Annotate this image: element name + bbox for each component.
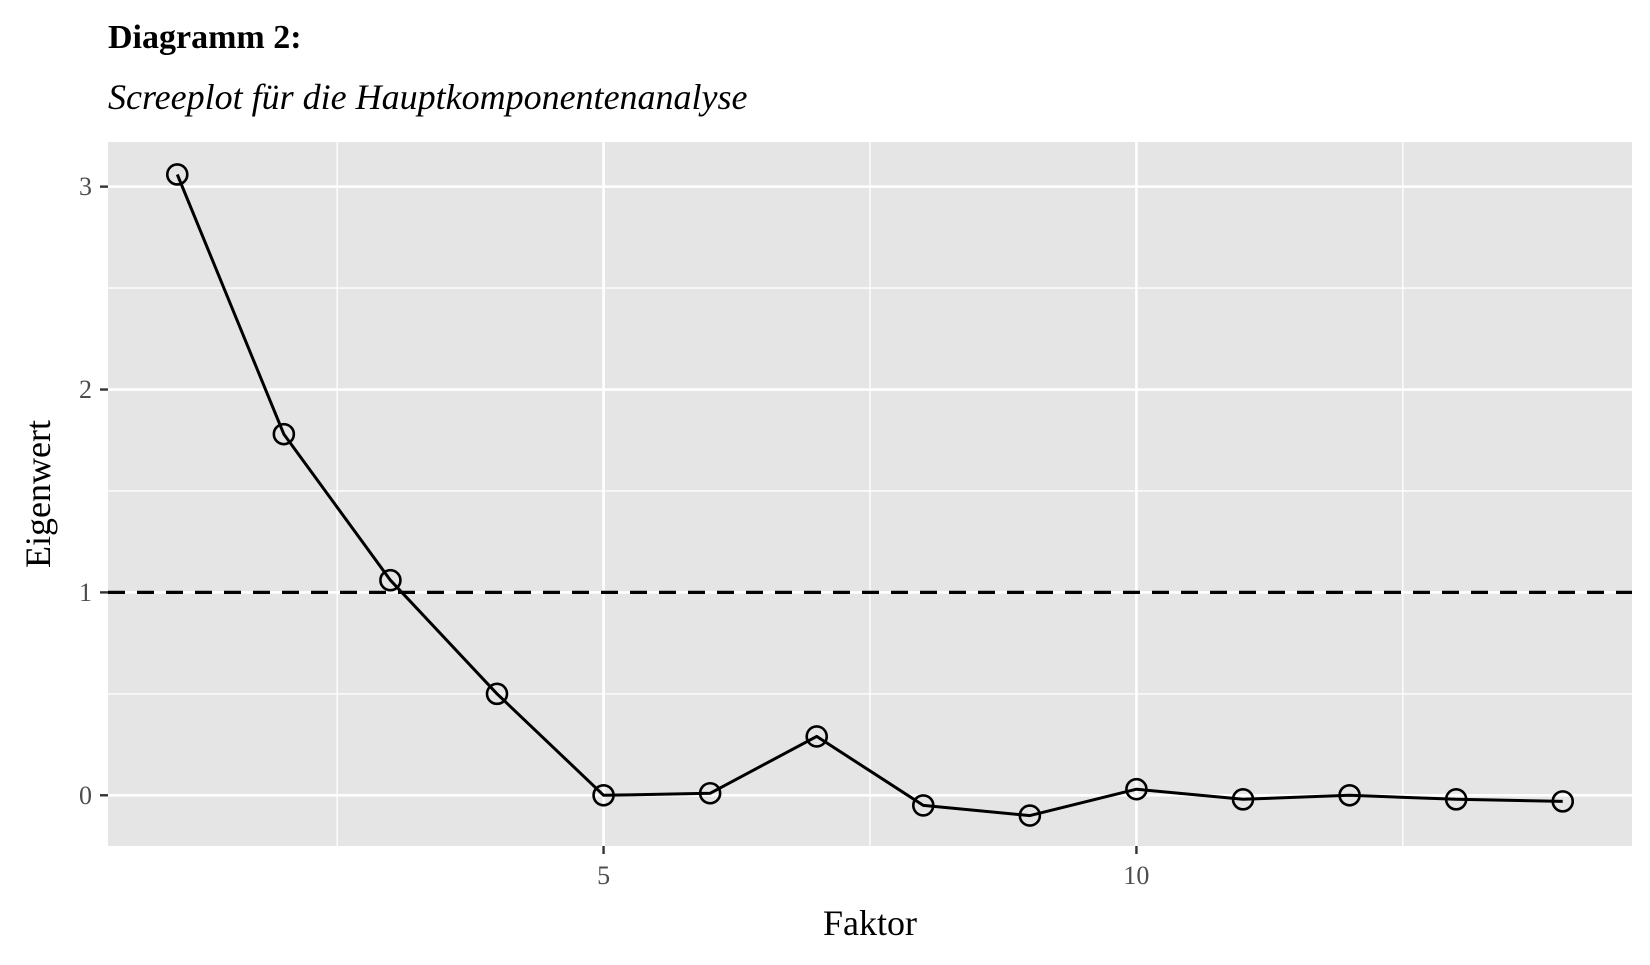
data-point	[379, 568, 402, 592]
data-point	[1444, 788, 1468, 811]
series-line	[175, 173, 1563, 818]
data-point	[592, 783, 615, 807]
x-tick-label: 5	[597, 861, 610, 890]
data-point	[1338, 783, 1361, 807]
data-point	[805, 725, 829, 748]
minor-gridlines	[108, 142, 1632, 846]
chart-title: Diagramm 2:	[108, 19, 302, 56]
y-tick-label: 1	[79, 578, 92, 607]
data-point	[485, 682, 509, 706]
data-point	[698, 781, 722, 805]
data-point	[165, 163, 189, 186]
data-point	[911, 794, 935, 817]
y-tick-label: 0	[79, 781, 92, 810]
chart-subtitle: Screeplot für die Hauptkomponentenanalys…	[108, 77, 748, 117]
data-point	[1018, 804, 1042, 827]
data-point	[1551, 790, 1575, 813]
axis-ticks	[100, 185, 1138, 854]
data-point	[1125, 777, 1148, 801]
y-axis-title: Eigenwert	[18, 420, 58, 568]
x-axis-title: Faktor	[823, 903, 917, 943]
y-tick-label: 2	[79, 375, 92, 404]
data-point	[272, 422, 296, 446]
series-group	[165, 163, 1575, 827]
y-tick-label: 3	[79, 172, 92, 201]
tick-labels: 5 10 0 1 2 3	[79, 172, 1149, 890]
x-tick-label: 10	[1123, 861, 1149, 890]
data-point	[1231, 788, 1255, 811]
